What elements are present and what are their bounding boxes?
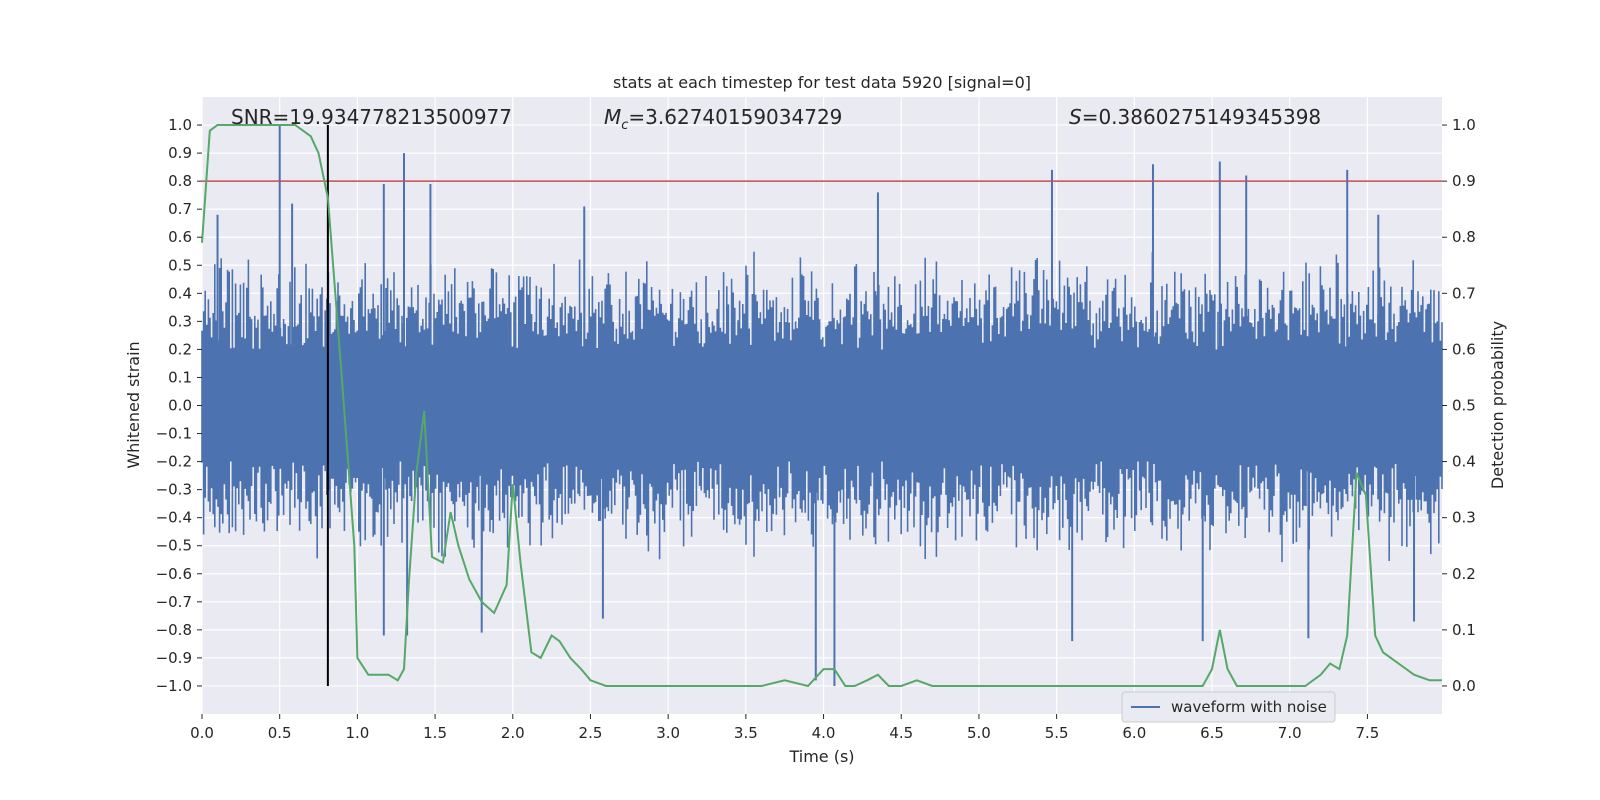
- y-tick-label-left: 0.2: [168, 340, 192, 358]
- y-tick-label-right: 0.5: [1452, 397, 1476, 415]
- y-tick-label-left: −0.3: [156, 481, 192, 499]
- y-axis-label-right: Detection probability: [1488, 321, 1507, 489]
- chirp-mass-subscript: c: [621, 118, 628, 133]
- y-tick-label-left: 1.0: [168, 116, 192, 134]
- y-tick-label-right: 0.9: [1452, 172, 1476, 190]
- y-tick-label-right: 0.8: [1452, 228, 1476, 246]
- chirp-mass-symbol: M: [604, 105, 621, 129]
- y-tick-label-right: 0.3: [1452, 509, 1476, 527]
- probability-line: [201, 124, 1442, 688]
- x-tick-label: 7.5: [1355, 724, 1379, 742]
- y-tick-label-left: −0.6: [156, 565, 192, 583]
- legend-label: waveform with noise: [1171, 698, 1327, 716]
- s-value: =0.3860275149345398: [1082, 105, 1321, 129]
- tick-labels: 0.0 0.5 1.0 1.5 2.0 2.5 3.0 3.5 4.0 4.5 5.0 5.5 6.0 6…: [156, 116, 1476, 742]
- x-tick-label: 1.0: [345, 724, 369, 742]
- waveform-series: [201, 125, 1443, 686]
- y-tick-label-left: −0.7: [156, 593, 192, 611]
- x-tick-label: 7.0: [1278, 724, 1302, 742]
- chirp-mass-value: =3.62740159034729: [628, 105, 842, 129]
- y-tick-label-left: 0.4: [168, 284, 192, 302]
- chirp-mass-annotation: Mc=3.62740159034729: [604, 105, 842, 133]
- y-tick-label-left: 0.5: [168, 256, 192, 274]
- x-tick-label: 5.0: [967, 724, 991, 742]
- y-axis-label-left: Whitened strain: [124, 341, 143, 468]
- x-tick-label: 5.5: [1045, 724, 1069, 742]
- y-tick-label-right: 0.0: [1452, 677, 1476, 695]
- y-tick-label-left: −0.5: [156, 537, 192, 555]
- x-tick-label: 2.0: [501, 724, 525, 742]
- y-tick-label-right: 0.6: [1452, 340, 1476, 358]
- x-tick-label: 6.5: [1200, 724, 1224, 742]
- y-tick-label-left: 0.1: [168, 368, 192, 386]
- y-tick-label-left: −0.1: [156, 425, 192, 443]
- y-tick-label-left: 0.9: [168, 144, 192, 162]
- overlay-lines: [202, 125, 1442, 686]
- legend: waveform with noise: [1121, 691, 1336, 723]
- y-tick-label-left: −0.9: [156, 649, 192, 667]
- x-tick-label: 2.5: [579, 724, 603, 742]
- y-tick-label-left: 0.6: [168, 228, 192, 246]
- x-tick-label: 6.0: [1122, 724, 1146, 742]
- y-tick-label-right: 0.4: [1452, 453, 1476, 471]
- x-tick-label: 1.5: [423, 724, 447, 742]
- x-tick-label: 0.0: [190, 724, 214, 742]
- y-tick-label-left: 0.0: [168, 397, 192, 415]
- x-tick-label: 4.0: [812, 724, 836, 742]
- chart-title: stats at each timestep for test data 592…: [613, 73, 1031, 92]
- waveform-noise: [201, 251, 1443, 563]
- y-tick-label-left: 0.3: [168, 312, 192, 330]
- x-tick-label: 3.0: [656, 724, 680, 742]
- y-tick-label-right: 0.7: [1452, 284, 1476, 302]
- s-symbol: S: [1069, 105, 1082, 129]
- y-tick-label-left: 0.7: [168, 200, 192, 218]
- legend-box: [1121, 691, 1336, 723]
- y-tick-label-left: −0.2: [156, 453, 192, 471]
- y-tick-label-left: −1.0: [156, 677, 192, 695]
- x-tick-label: 0.5: [268, 724, 292, 742]
- y-tick-label-right: 0.2: [1452, 565, 1476, 583]
- x-axis-label: Time (s): [788, 747, 854, 766]
- y-tick-label-left: 0.8: [168, 172, 192, 190]
- x-tick-label: 4.5: [889, 724, 913, 742]
- y-tick-label-right: 0.1: [1452, 621, 1476, 639]
- y-tick-label-left: −0.8: [156, 621, 192, 639]
- y-tick-label-left: −0.4: [156, 509, 192, 527]
- s-annotation: S=0.3860275149345398: [1069, 105, 1321, 129]
- snr-annotation: SNR=19.934778213500977: [231, 105, 512, 129]
- y-tick-label-right: 1.0: [1452, 116, 1476, 134]
- probability-series: [201, 124, 1443, 688]
- x-tick-label: 3.5: [734, 724, 758, 742]
